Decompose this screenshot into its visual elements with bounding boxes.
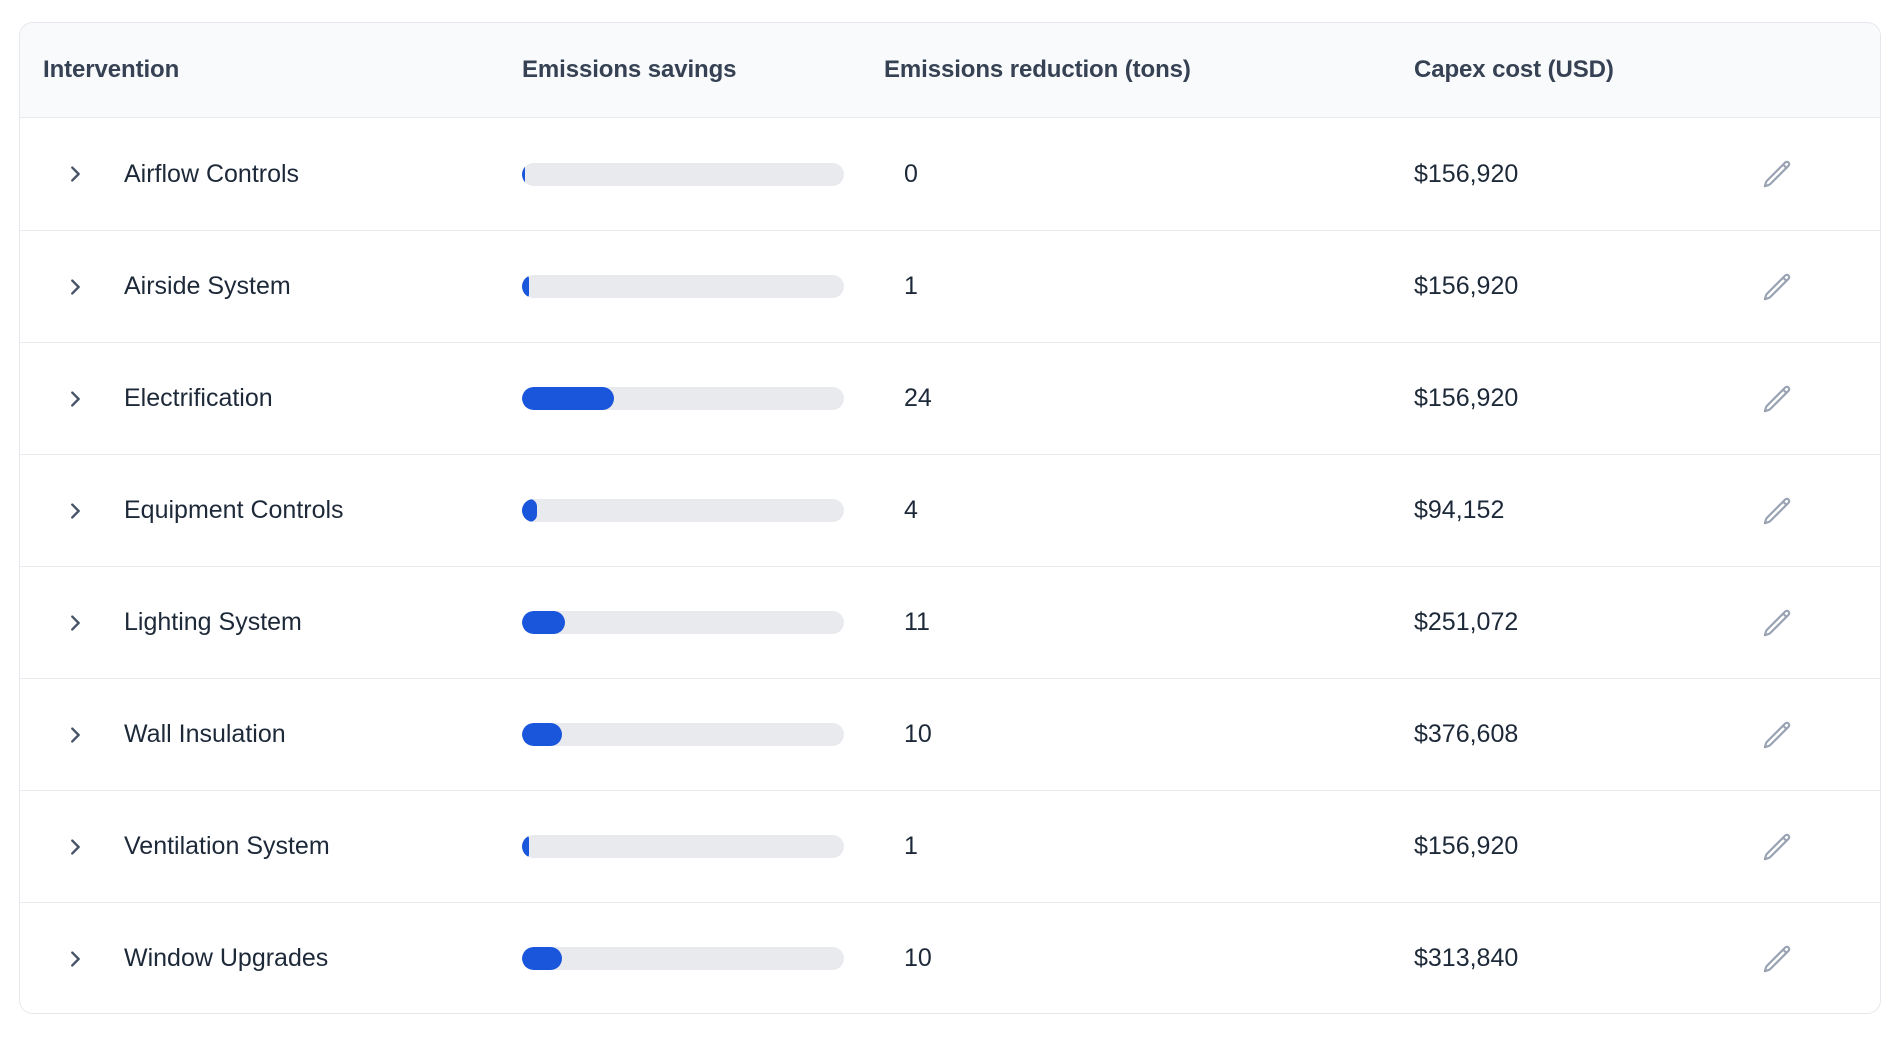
chevron-right-icon: [71, 726, 80, 743]
emissions-reduction-value: 10: [904, 944, 932, 972]
expand-row-button[interactable]: [62, 161, 88, 187]
emissions-savings-bar: [522, 162, 844, 186]
edit-row-button[interactable]: [1760, 382, 1794, 416]
emissions-savings-bar: [522, 387, 844, 410]
chevron-right-icon: [71, 838, 80, 855]
pencil-icon: [1763, 833, 1791, 860]
edit-row-button[interactable]: [1760, 718, 1794, 752]
table-row: Equipment Controls 4 $94,152: [20, 454, 1880, 566]
table-row: Wall Insulation 10 $376,608: [20, 678, 1880, 790]
intervention-name: Electrification: [124, 384, 273, 412]
intervention-name: Wall Insulation: [124, 720, 286, 748]
pencil-icon: [1763, 385, 1791, 412]
emissions-savings-bar-fill: [522, 835, 530, 858]
intervention-name: Equipment Controls: [124, 496, 344, 524]
capex-cost-value: $156,920: [1414, 272, 1519, 300]
table-row: Window Upgrades 10 $313,840: [20, 902, 1880, 1013]
intervention-name: Ventilation System: [124, 832, 330, 860]
emissions-savings-bar-fill: [522, 611, 566, 634]
emissions-savings-bar: [522, 723, 844, 746]
capex-cost-value: $156,920: [1414, 159, 1519, 188]
emissions-savings-bar: [522, 499, 844, 522]
capex-cost-value: $251,072: [1414, 608, 1519, 636]
pencil-icon: [1763, 721, 1791, 748]
emissions-savings-bar-fill: [522, 499, 538, 522]
emissions-savings-bar: [522, 275, 844, 298]
intervention-name: Lighting System: [124, 608, 302, 636]
column-header-intervention: Intervention: [43, 56, 180, 83]
column-header-emissions-reduction: Emissions reduction (tons): [884, 56, 1191, 83]
capex-cost-value: $156,920: [1414, 384, 1519, 412]
intervention-name: Airflow Controls: [124, 159, 300, 188]
emissions-savings-bar-fill: [522, 947, 562, 970]
chevron-right-icon: [71, 614, 80, 631]
expand-row-button[interactable]: [62, 946, 88, 972]
emissions-reduction-value: 1: [904, 832, 918, 860]
expand-row-button[interactable]: [62, 834, 88, 860]
emissions-savings-bar-fill: [522, 387, 615, 410]
emissions-reduction-value: 4: [904, 496, 918, 524]
edit-row-button[interactable]: [1760, 157, 1794, 191]
emissions-reduction-value: 24: [904, 384, 932, 412]
capex-cost-value: $156,920: [1414, 832, 1519, 860]
interventions-table: Intervention Emissions savings Emissions…: [19, 22, 1881, 1014]
emissions-reduction-value: 1: [904, 272, 918, 300]
emissions-savings-bar-fill: [522, 723, 562, 746]
emissions-savings-bar: [522, 611, 844, 634]
pencil-icon: [1763, 273, 1791, 300]
chevron-right-icon: [71, 390, 80, 407]
expand-row-button[interactable]: [62, 386, 88, 412]
edit-row-button[interactable]: [1760, 270, 1794, 304]
intervention-name: Airside System: [124, 272, 291, 300]
table-header-row: Intervention Emissions savings Emissions…: [20, 23, 1880, 118]
pencil-icon: [1763, 497, 1791, 524]
column-header-capex-cost: Capex cost (USD): [1414, 56, 1614, 83]
emissions-savings-bar: [522, 835, 844, 858]
edit-row-button[interactable]: [1760, 830, 1794, 864]
table-body: Airflow Controls 0 $156,920 Ai: [20, 118, 1880, 1013]
emissions-savings-bar-fill: [522, 162, 526, 186]
emissions-reduction-value: 11: [904, 608, 930, 636]
capex-cost-value: $313,840: [1414, 944, 1519, 972]
expand-row-button[interactable]: [62, 722, 88, 748]
expand-row-button[interactable]: [62, 274, 88, 300]
table-row: Ventilation System 1 $156,920: [20, 790, 1880, 902]
chevron-right-icon: [71, 502, 80, 519]
capex-cost-value: $94,152: [1414, 496, 1505, 524]
pencil-icon: [1763, 609, 1791, 636]
column-header-emissions-savings: Emissions savings: [522, 56, 737, 83]
pencil-icon: [1763, 945, 1791, 972]
emissions-savings-bar: [522, 947, 844, 970]
chevron-right-icon: [71, 950, 80, 967]
table-row: Airflow Controls 0 $156,920: [20, 118, 1880, 230]
expand-row-button[interactable]: [62, 610, 88, 636]
emissions-reduction-value: 0: [904, 159, 918, 188]
edit-row-button[interactable]: [1760, 494, 1794, 528]
table-row: Lighting System 11 $251,072: [20, 566, 1880, 678]
table-row: Airside System 1 $156,920: [20, 230, 1880, 342]
expand-row-button[interactable]: [62, 498, 88, 524]
edit-row-button[interactable]: [1760, 942, 1794, 976]
emissions-reduction-value: 10: [904, 720, 932, 748]
capex-cost-value: $376,608: [1414, 720, 1519, 748]
table-row: Electrification 24 $156,920: [20, 342, 1880, 454]
chevron-right-icon: [71, 166, 80, 182]
chevron-right-icon: [71, 278, 80, 295]
edit-row-button[interactable]: [1760, 606, 1794, 640]
emissions-savings-bar-fill: [522, 275, 530, 298]
intervention-name: Window Upgrades: [124, 944, 329, 972]
pencil-icon: [1763, 160, 1791, 188]
